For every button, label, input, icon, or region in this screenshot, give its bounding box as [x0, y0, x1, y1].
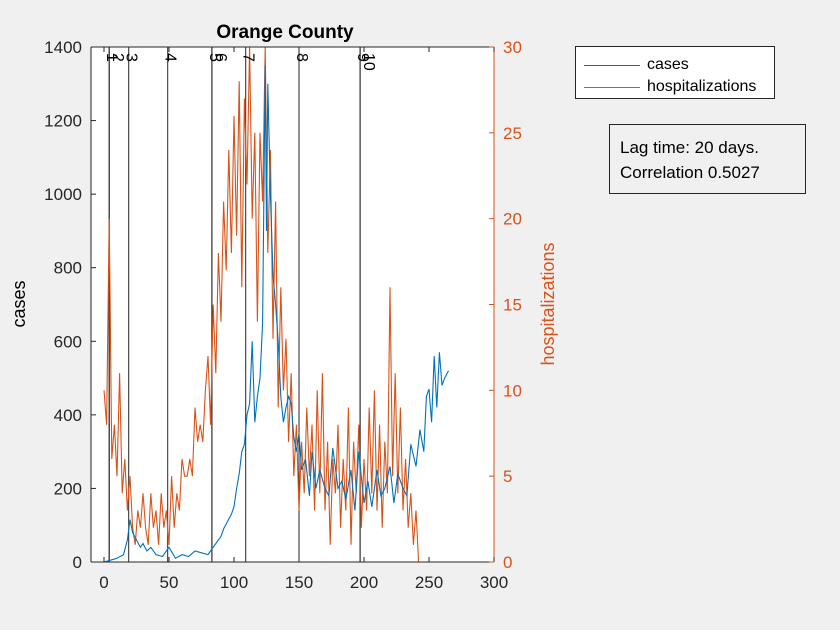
annotation-lag-time: Lag time: 20 days.: [620, 138, 759, 157]
series-lines: [103, 47, 449, 562]
event-label-7: 7: [240, 53, 257, 62]
x-tick-label: 300: [480, 573, 508, 592]
x-tick-label: 0: [99, 573, 108, 592]
y2-tick-label: 0: [503, 553, 512, 572]
y2-tick-label: 15: [503, 296, 522, 315]
annotation-box: Lag time: 20 days. Correlation 0.5027: [609, 124, 806, 194]
series-line-hospitalizations: [103, 47, 422, 562]
legend-swatch-cases: [584, 65, 640, 66]
event-label-10: 10: [360, 53, 377, 71]
event-label-4: 4: [162, 53, 179, 62]
y-tick-label: 1000: [44, 185, 82, 204]
y2-tick-label: 25: [503, 124, 522, 143]
y-tick-label: 1400: [44, 38, 82, 57]
event-label-5: 5: [206, 53, 223, 62]
legend-swatch-hospitalizations: [584, 87, 640, 88]
y-tick-label: 800: [54, 259, 82, 278]
event-label-1: 1: [103, 53, 120, 62]
y-tick-label: 200: [54, 479, 82, 498]
event-labels: 123 4 56 7 8 910: [103, 53, 377, 71]
legend: cases hospitalizations: [575, 46, 775, 99]
x-tick-label: 250: [415, 573, 443, 592]
x-tick-label: 150: [285, 573, 313, 592]
plot-area: [91, 47, 494, 562]
event-label-8: 8: [293, 53, 310, 62]
event-label-6: 6: [212, 53, 229, 62]
legend-item-cases: cases: [576, 54, 774, 76]
series-line-cases: [103, 65, 449, 562]
x-tick-label: 100: [220, 573, 248, 592]
y2-tick-label: 5: [503, 467, 512, 486]
event-label-2: 2: [109, 53, 126, 62]
event-label-3: 3: [123, 53, 140, 62]
chart-title: Orange County: [216, 22, 354, 43]
y-axis-label: cases: [9, 280, 29, 327]
legend-item-hospitalizations: hospitalizations: [576, 76, 774, 98]
x-tick-label: 200: [350, 573, 378, 592]
y-tick-label: 400: [54, 406, 82, 425]
y-tick-label: 0: [73, 553, 82, 572]
y2-axis-label: hospitalizations: [538, 242, 558, 365]
x-tick-label: 50: [160, 573, 179, 592]
y2-tick-label: 30: [503, 38, 522, 57]
annotation-correlation: Correlation 0.5027: [620, 163, 760, 182]
y2-tick-label: 10: [503, 381, 522, 400]
legend-label-hospitalizations: hospitalizations: [647, 78, 757, 95]
legend-label-cases: cases: [647, 56, 689, 73]
y-tick-label: 600: [54, 332, 82, 351]
axes: 0 50 100 150 200 250 3000200400600800100012001…: [44, 38, 522, 592]
event-label-9: 9: [354, 53, 371, 62]
y-tick-label: 1200: [44, 112, 82, 131]
y2-tick-label: 20: [503, 210, 522, 229]
